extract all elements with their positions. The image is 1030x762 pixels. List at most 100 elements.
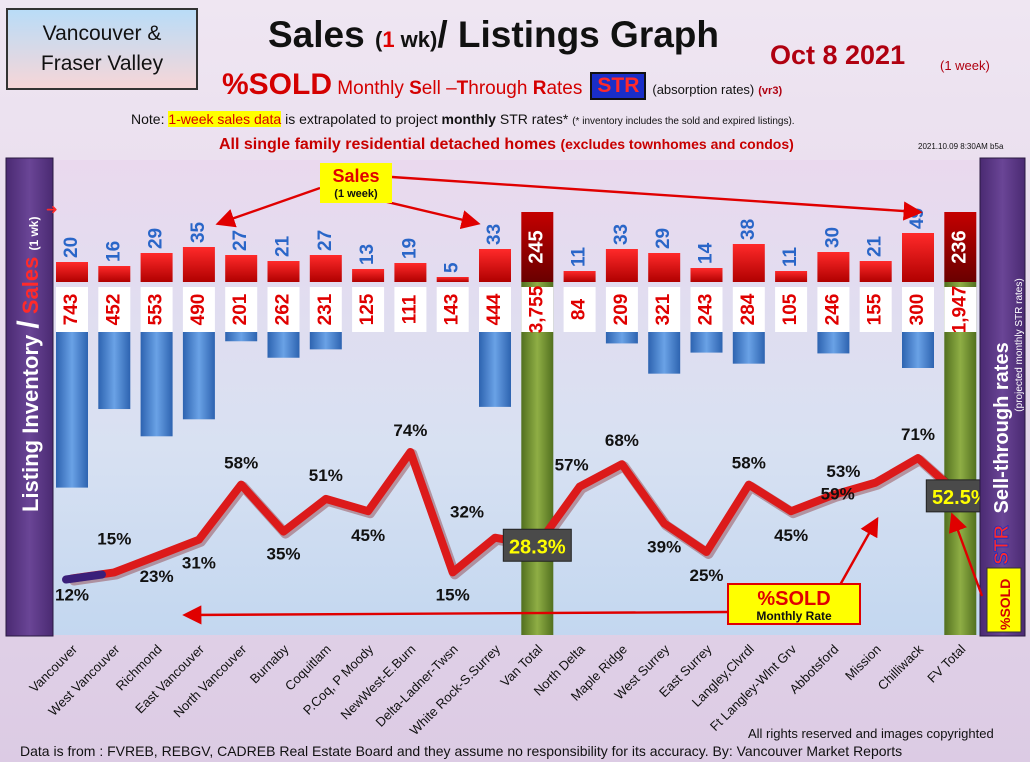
inventory-value-label: 143 (442, 294, 463, 326)
chart-scope: All single family residential detached h… (219, 136, 794, 154)
region-line-1: Vancouver & (42, 21, 162, 45)
sales-value-label: 11 (569, 246, 590, 267)
sales-value-label: 20 (61, 237, 82, 258)
left-axis-panel: Listing Inventory / Sales (1 wk) ➜ (5, 157, 58, 637)
inventory-value-label: 321 (653, 293, 674, 325)
total-rate-badge (502, 528, 572, 562)
annotation-arrows (182, 175, 984, 625)
subtitle-version: (vr3) (758, 85, 783, 97)
sales-bar (732, 244, 765, 282)
sales-callout-label: Sales (332, 166, 379, 186)
sales-bar (563, 271, 596, 282)
title-paren-rest: wk) (394, 27, 438, 52)
sold-rate-label: 59% (821, 485, 855, 504)
inventory-value-label: 262 (273, 294, 294, 326)
sales-value-label: 35 (188, 221, 209, 243)
report-date-sub: (1 week) (940, 58, 990, 73)
inventory-value-label: 3,755 (526, 285, 547, 333)
sold-rate-label: 57% (555, 456, 589, 475)
note-highlight: 1-week sales data (168, 111, 282, 127)
inventory-bar (817, 332, 850, 354)
inventory-label-box (182, 287, 215, 332)
sold-rate-label: 12% (55, 586, 89, 605)
note-bold: monthly (441, 111, 496, 127)
sold-rate-label: 23% (140, 567, 174, 586)
right-axis-sell-label: Sell-through rates (991, 342, 1013, 513)
inventory-label-box (479, 287, 511, 332)
chart-subtitle: %SOLD Monthly Sell –Through Rates STR (abs… (222, 68, 782, 102)
inventory-label-box (563, 287, 596, 332)
inventory-label-box (648, 287, 681, 332)
right-axis-projected-label: (projected monthly STR rates) (1014, 278, 1025, 411)
title-post: / Listings Graph (437, 14, 719, 55)
left-axis-title: Listing Inventory / Sales (1 wk) (12, 217, 45, 512)
total-rate-label: 52.5% (932, 487, 989, 509)
inventory-label-box (309, 287, 342, 332)
sold-rate-label: 45% (351, 526, 385, 545)
left-axis-sales-label: Sales (18, 257, 43, 315)
sold-rate-label: 51% (309, 466, 343, 485)
sold-rate-label: 58% (732, 454, 766, 473)
left-axis-arrow-icon: ➜ (46, 201, 58, 217)
sales-value-label: 29 (653, 228, 674, 249)
sales-value-label: 19 (399, 238, 420, 259)
total-sales-bar (521, 212, 554, 282)
x-axis-label: FV Total (924, 641, 968, 685)
sales-value-label: 14 (696, 242, 717, 264)
inventory-value-label: 444 (484, 293, 505, 325)
inventory-label-box (225, 287, 258, 332)
arrow-to-east-vancouver-sales (215, 186, 321, 228)
subtitle-s: S (409, 78, 422, 99)
sales-value-label: 11 (780, 246, 801, 267)
arrow-to-fv-total-str (948, 512, 984, 597)
total-column-bar (521, 282, 554, 635)
inventory-label-box (817, 287, 850, 332)
inventory-bar (225, 332, 258, 342)
inventory-label-box (394, 287, 427, 332)
sales-bar (98, 266, 131, 282)
chart-note: Note: 1-week sales data is extrapolated … (131, 111, 795, 127)
inventory-label-box (944, 287, 977, 332)
sold-callout-box (727, 583, 861, 625)
inventory-value-label: 231 (315, 293, 336, 325)
sales-value-label: 21 (865, 235, 886, 257)
data-source-footer: Data is from : FVREB, REBGV, CADREB Real… (20, 743, 903, 759)
arrow-to-sold-richmond (182, 605, 729, 625)
inventory-value-label: 246 (822, 294, 843, 326)
sold-rate-label: 32% (450, 503, 484, 522)
title-pre: Sales (268, 14, 375, 55)
subtitle-ates: ates (546, 78, 583, 99)
sales-value-label: 30 (822, 227, 843, 248)
scope-rest: (excludes townhomes and condos) (560, 136, 794, 152)
inventory-bar (479, 332, 511, 407)
note-mid: is extrapolated to project (281, 111, 442, 127)
inventory-value-label: 111 (399, 294, 420, 324)
x-axis-label: Mission (842, 642, 884, 684)
sales-value-label: 33 (484, 224, 505, 245)
sales-bar (140, 253, 173, 282)
inventory-bar (902, 332, 934, 368)
x-axis-label: North Vancouver (170, 641, 249, 720)
inventory-label-box (605, 287, 638, 332)
inventory-value-label: 243 (696, 294, 717, 326)
sales-value-label: 5 (442, 262, 463, 273)
inventory-bar (732, 332, 765, 364)
inventory-value-label: 300 (907, 294, 928, 326)
title-week-number: 1 (382, 27, 395, 52)
subtitle-t: T (456, 78, 469, 99)
inventory-label-box (98, 287, 131, 332)
inventory-label-box (690, 287, 723, 332)
x-axis-label: West Vancouver (45, 641, 123, 719)
inventory-label-box (56, 287, 88, 332)
sold-callout-label: %SOLD (757, 588, 830, 610)
sales-callout-box (320, 163, 392, 203)
sales-callout-sublabel: (1 week) (334, 188, 378, 200)
sold-rate-label: 58% (224, 454, 258, 473)
subtitle-str-badge: STR (590, 72, 647, 100)
sales-value-label: 13 (357, 244, 378, 265)
sales-bar (817, 252, 850, 282)
inventory-value-label: 105 (780, 293, 801, 325)
subtitle-hrough: hrough (468, 78, 533, 99)
inventory-value-label: 284 (738, 293, 759, 325)
